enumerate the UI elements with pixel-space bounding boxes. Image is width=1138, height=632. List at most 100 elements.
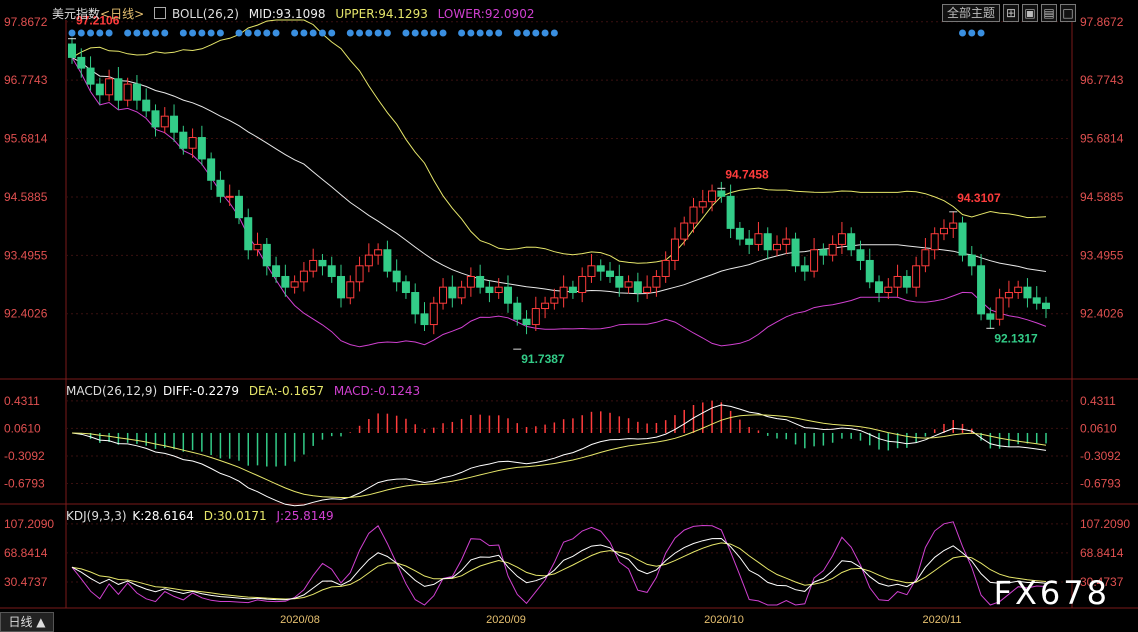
candle-down (967, 254, 976, 267)
candle-down (77, 56, 86, 69)
macd-dea-line (71, 414, 1047, 499)
candle-down (726, 195, 735, 229)
signal-dot (485, 29, 493, 37)
candle-up (884, 286, 893, 294)
candle-up (587, 265, 596, 277)
y-tick-label-left: 92.4026 (4, 307, 48, 321)
kdj-tick-left: 68.8414 (4, 546, 48, 560)
candle-up (912, 265, 921, 288)
signal-dot (300, 29, 308, 37)
candle-down (216, 179, 225, 197)
signal-dot (968, 29, 976, 37)
candle-down (383, 249, 392, 272)
candle-up (828, 243, 837, 256)
signal-dot (550, 29, 558, 37)
candle-down (132, 83, 141, 101)
signal-dot (318, 29, 326, 37)
candle-down (244, 217, 253, 251)
signal-dot (207, 29, 215, 37)
x-tick-label: 2020/11 (923, 614, 962, 626)
candle-up (364, 254, 373, 267)
candle-down (281, 275, 290, 288)
image-icon[interactable]: ▣ (1022, 4, 1038, 22)
indicator-toggle-icon[interactable] (153, 7, 166, 19)
signal-dot (383, 29, 391, 37)
candle-down (606, 270, 615, 277)
candle-up (439, 286, 448, 304)
annotation-label: 92.1317 (994, 331, 1038, 345)
x-tick-label: 2020/08 (280, 614, 320, 626)
boll-label: BOLL(26,2) (171, 7, 239, 21)
signal-dot (977, 29, 985, 37)
signal-dot (105, 29, 113, 37)
signal-dot (254, 29, 262, 37)
macd-tick-left: 0.4311 (4, 394, 40, 408)
candle-down (262, 243, 271, 267)
candle-down (1023, 286, 1032, 299)
main-header: 美元指数<日线> BOLL(26,2) MID:93.1098 UPPER:94… (52, 5, 540, 22)
candle-down (856, 249, 865, 261)
kdj-tick-left: 107.2090 (4, 517, 54, 531)
indicator-grid-icon[interactable]: ⊞ (1003, 4, 1019, 22)
boll-upper-line (71, 19, 1047, 264)
y-tick-label-right: 93.4955 (1080, 248, 1124, 262)
candle-down (865, 259, 874, 283)
y-tick-label-left: 96.7743 (4, 73, 48, 87)
candle-up (698, 201, 707, 208)
candle-up (1014, 286, 1023, 294)
boll-lower: LOWER:92.0902 (437, 7, 535, 21)
candle-down (819, 249, 828, 256)
signal-dot (263, 29, 271, 37)
candle-up (652, 275, 661, 288)
candle-down (735, 227, 744, 240)
kdj-tick-left: 30.4737 (4, 575, 48, 589)
kdj-name: KDJ(9,3,3) (66, 509, 127, 523)
maximize-icon[interactable]: □ (1060, 4, 1076, 22)
boll-lower-line (71, 57, 1047, 348)
candle-down (503, 286, 512, 304)
candle-up (550, 297, 559, 304)
signal-dot (179, 29, 187, 37)
candle-up (494, 286, 503, 294)
signal-dot (430, 29, 438, 37)
annotation-label: 94.3107 (957, 191, 1001, 205)
kdj-j: J:25.8149 (276, 509, 334, 523)
candle-up (346, 281, 355, 299)
y-tick-label-left: 95.6814 (4, 132, 48, 146)
candle-down (411, 292, 420, 315)
signal-dot (244, 29, 252, 37)
candle-up (123, 83, 132, 101)
signal-dot (133, 29, 141, 37)
candle-down (1042, 302, 1050, 310)
boll-upper: UPPER:94.1293 (335, 7, 428, 21)
signal-dot (346, 29, 354, 37)
candle-down (197, 137, 206, 160)
signal-dot (532, 29, 540, 37)
candle-up (949, 222, 958, 229)
period-tab[interactable]: 日线 ▲ (0, 612, 54, 632)
macd-diff-line (71, 404, 1047, 507)
kdj-tick-right: 107.2090 (1080, 517, 1130, 531)
macd-tick-left: 0.0610 (4, 421, 41, 435)
y-tick-label-right: 92.4026 (1080, 307, 1124, 321)
candle-down (875, 281, 884, 294)
kdj-tick-right: 30.4737 (1080, 575, 1124, 589)
candle-up (253, 243, 262, 251)
signal-dot (374, 29, 382, 37)
window-icon[interactable]: ▤ (1041, 4, 1057, 22)
candle-up (772, 243, 781, 251)
candle-up (643, 286, 652, 294)
period-label[interactable]: <日线> (100, 7, 145, 21)
y-tick-label-left: 97.8672 (4, 15, 48, 29)
y-tick-label-left: 94.5885 (4, 190, 48, 204)
signal-dot (411, 29, 419, 37)
y-tick-label-right: 94.5885 (1080, 190, 1124, 204)
macd-tick-right: -0.6793 (1080, 477, 1121, 491)
signal-dot (235, 29, 243, 37)
candle-up (939, 227, 948, 235)
candle-up (680, 222, 689, 240)
theme-button[interactable]: 全部主题 (941, 4, 1000, 22)
y-tick-label-right: 95.6814 (1080, 132, 1124, 146)
candle-up (689, 206, 698, 224)
watermark: FX678 (993, 574, 1110, 612)
